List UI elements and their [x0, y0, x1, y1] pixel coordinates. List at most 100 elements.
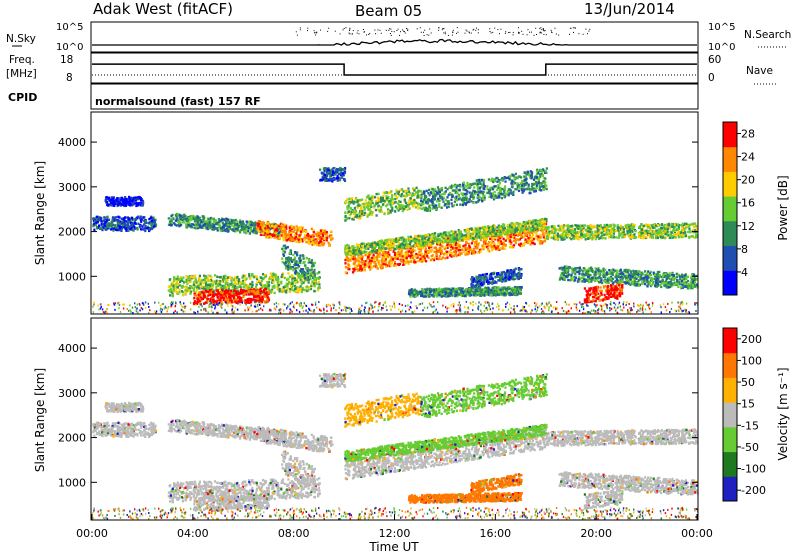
power-echo [211, 217, 214, 220]
power-echo [446, 256, 449, 259]
power-echo [493, 246, 496, 249]
power-echo [172, 289, 175, 292]
power-echo [285, 226, 288, 229]
power-echo [261, 273, 265, 276]
power-echo [437, 233, 440, 236]
power-echo [529, 236, 532, 240]
power-echo [207, 290, 210, 294]
power-echo [246, 291, 249, 294]
power-echo [196, 216, 199, 219]
power-echo [235, 282, 238, 285]
power-echo [510, 246, 514, 249]
power-echo [351, 253, 354, 256]
power-echo [184, 215, 188, 218]
power-echo [226, 284, 229, 287]
power-echo [445, 253, 449, 256]
power-echo [390, 199, 393, 202]
power-echo [390, 240, 393, 243]
power-echo [295, 263, 298, 266]
power-echo [186, 222, 189, 225]
power-echo [120, 217, 123, 220]
power-echo [250, 290, 253, 293]
power-echo [297, 272, 300, 276]
power-echo [302, 257, 305, 260]
power-echo [397, 192, 400, 195]
power-echo [470, 252, 474, 255]
power-echo [203, 274, 206, 277]
power-echo [312, 272, 315, 275]
power-echo [386, 208, 390, 211]
power-echo [409, 242, 412, 245]
power-echo [386, 198, 389, 202]
power-echo [230, 299, 233, 302]
power-echo [313, 278, 316, 281]
power-echo [544, 237, 547, 241]
power-echo [302, 261, 305, 265]
power-echo [509, 242, 512, 246]
power-echo [349, 207, 352, 210]
power-echo [232, 229, 235, 232]
power-echo [288, 282, 291, 285]
power-echo [465, 237, 468, 240]
power-echo [398, 245, 401, 249]
power-echo [368, 207, 371, 211]
power-echo [408, 207, 411, 210]
power-echo [210, 288, 213, 291]
power-echo [183, 213, 186, 216]
power-echo [476, 236, 479, 239]
power-echo [237, 279, 240, 283]
power-echo [529, 231, 532, 234]
power-echo [215, 289, 218, 292]
power-echo [403, 246, 406, 249]
noise-search-dot [518, 31, 519, 33]
power-echo [279, 234, 282, 237]
noise-sky-label: N.Sky [6, 33, 36, 45]
noise-search-dot [497, 29, 499, 31]
power-echo [437, 250, 440, 253]
power-echo [401, 209, 404, 213]
power-echo [369, 197, 372, 200]
power-echo [196, 298, 200, 301]
noise-search-dot [328, 27, 330, 29]
power-echo [219, 299, 222, 302]
power-echo [464, 230, 467, 233]
power-echo [378, 245, 381, 248]
freq-tick-high: 18 [60, 54, 73, 66]
power-echo [512, 225, 515, 228]
power-echo [407, 239, 410, 243]
power-echo [245, 286, 248, 289]
power-echo [349, 252, 352, 255]
power-echo [489, 228, 492, 232]
power-echo [132, 218, 135, 221]
power-echo [486, 242, 489, 246]
power-echo [375, 192, 378, 196]
power-echo [390, 241, 394, 245]
noise-search-dot [452, 32, 454, 34]
power-echo [266, 281, 269, 284]
power-echo [491, 245, 494, 248]
power-echo [443, 235, 446, 238]
power-echo [402, 206, 405, 209]
power-echo [316, 282, 319, 286]
power-echo [520, 244, 523, 247]
noise-search-dot [404, 32, 406, 34]
power-echo [423, 253, 426, 256]
power-echo [260, 301, 263, 304]
power-echo [441, 251, 444, 255]
power-echo [367, 257, 370, 260]
power-echo [222, 276, 226, 279]
power-echo [315, 239, 318, 243]
power-echo [219, 229, 222, 232]
power-echo [229, 299, 232, 302]
power-echo [405, 241, 408, 245]
power-echo [391, 238, 394, 241]
power-echo [474, 227, 477, 230]
noise-search-dot [352, 30, 354, 32]
power-echo [320, 240, 323, 243]
power-echo [422, 244, 425, 247]
power-echo [285, 257, 288, 260]
power-echo [409, 197, 412, 200]
power-echo [497, 247, 500, 251]
power-echo [221, 221, 224, 225]
power-echo [369, 210, 372, 213]
